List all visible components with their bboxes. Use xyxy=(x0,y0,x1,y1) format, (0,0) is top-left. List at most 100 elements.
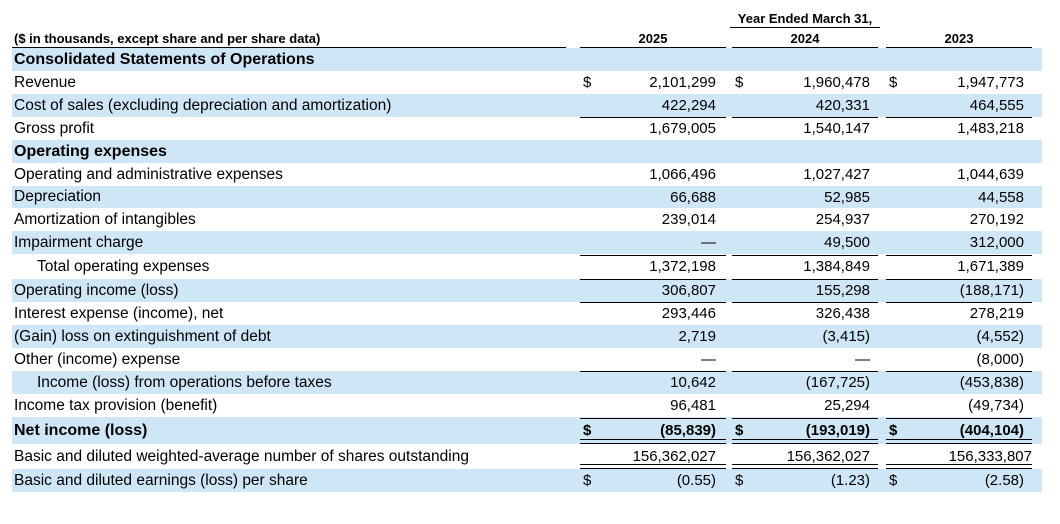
subtotal-rule xyxy=(886,279,1032,280)
currency-symbol: $ xyxy=(583,74,592,91)
total-double-rule xyxy=(886,439,1032,444)
units-caption: ($ in thousands, except share and per sh… xyxy=(14,30,321,46)
total-double-rule xyxy=(732,464,878,469)
table-row: Income (loss) from operations before tax… xyxy=(12,371,1042,394)
row-label: Other (income) expense xyxy=(14,350,181,368)
value-2024: 52,985 xyxy=(824,188,870,206)
value-2024: 420,331 xyxy=(815,97,870,114)
subtotal-rule xyxy=(732,279,878,280)
subtotal-rule xyxy=(580,371,726,372)
currency-symbol: $ xyxy=(889,472,898,489)
table-row: Operating and administrative expenses 1,… xyxy=(12,163,1042,186)
currency-symbol: $ xyxy=(583,472,592,489)
value-2025: (0.55) xyxy=(676,472,716,489)
table-row: Basic and diluted earnings (loss) per sh… xyxy=(12,469,1042,492)
subtotal-rule xyxy=(732,255,878,256)
row-label: Operating income (loss) xyxy=(14,281,179,299)
value-2024: 1,540,147 xyxy=(803,120,870,137)
year-2025-underline xyxy=(580,47,726,48)
value-2024: 1,027,427 xyxy=(803,166,870,183)
value-2025: 1,679,005 xyxy=(649,120,716,137)
row-label: Net income (loss) xyxy=(14,421,148,439)
table-row: Amortization of intangibles 239,014 254,… xyxy=(12,208,1042,231)
row-label: Operating and administrative expenses xyxy=(14,165,283,183)
row-label: Cost of sales (excluding depreciation an… xyxy=(14,96,392,114)
period-underline xyxy=(730,27,880,28)
table-row: Impairment charge — 49,500 312,000 xyxy=(12,231,1042,254)
value-2023: (49,734) xyxy=(968,397,1024,414)
value-2025: 293,446 xyxy=(661,305,716,322)
subtotal-rule xyxy=(886,371,1032,372)
table-row: (Gain) loss on extinguishment of debt 2,… xyxy=(12,325,1042,348)
value-2025: 96,481 xyxy=(670,397,716,414)
row-label: Depreciation xyxy=(14,188,102,205)
total-double-rule xyxy=(886,464,1032,469)
value-2025: 1,372,198 xyxy=(649,258,716,275)
row-label: Revenue xyxy=(14,73,77,91)
value-2023: 1,671,389 xyxy=(957,258,1024,275)
value-2024: 1,960,478 xyxy=(803,74,870,91)
value-2024: (1.23) xyxy=(830,472,870,489)
value-2023: (188,171) xyxy=(959,282,1024,299)
table-row: Gross profit 1,679,005 1,540,147 1,483,2… xyxy=(12,117,1042,140)
value-2024: (3,415) xyxy=(822,328,870,345)
value-2025: (85,839) xyxy=(660,422,716,439)
currency-symbol: $ xyxy=(889,422,898,439)
value-2024: 326,438 xyxy=(815,305,870,322)
value-2024: 155,298 xyxy=(815,282,870,299)
subtotal-rule xyxy=(732,418,878,419)
table-row: Income tax provision (benefit) 96,481 25… xyxy=(12,394,1042,417)
currency-symbol: $ xyxy=(735,74,744,91)
currency-symbol: $ xyxy=(735,472,744,489)
value-2024: 156,362,027 xyxy=(786,448,870,465)
value-2024: 25,294 xyxy=(824,397,870,414)
value-2023: (4,552) xyxy=(976,328,1024,345)
section-title: Consolidated Statements of Operations xyxy=(14,50,315,68)
subtotal-rule xyxy=(580,279,726,280)
value-2023: (453,838) xyxy=(959,374,1024,391)
caption-underline xyxy=(12,47,566,48)
value-2023: 44,558 xyxy=(978,188,1024,206)
value-2025: 239,014 xyxy=(661,211,716,228)
row-label: Basic and diluted weighted-average numbe… xyxy=(14,447,469,465)
subtotal-rule xyxy=(732,302,878,303)
row-label: Gross profit xyxy=(14,119,95,137)
subtotal-rule xyxy=(580,255,726,256)
subtotal-rule xyxy=(886,255,1032,256)
table-row: Interest expense (income), net 293,446 3… xyxy=(12,302,1042,325)
value-2023: 270,192 xyxy=(969,211,1024,228)
subtotal-rule xyxy=(886,117,1032,118)
table-row: Cost of sales (excluding depreciation an… xyxy=(12,94,1042,117)
row-label: Amortization of intangibles xyxy=(14,210,196,228)
value-2024: — xyxy=(855,351,870,368)
value-2023: 1,947,773 xyxy=(957,74,1024,91)
subtotal-rule xyxy=(732,371,878,372)
subtotal-rule xyxy=(732,117,878,118)
year-2023-underline xyxy=(886,47,1032,48)
currency-symbol: $ xyxy=(735,422,744,439)
section-title-row: Consolidated Statements of Operations xyxy=(12,48,1042,71)
value-2025: — xyxy=(701,351,716,368)
value-2023: 1,483,218 xyxy=(957,120,1024,137)
value-2023: 278,219 xyxy=(969,305,1024,322)
value-2025: 10,642 xyxy=(670,374,716,391)
year-2024-underline xyxy=(732,47,878,48)
subtotal-rule xyxy=(580,302,726,303)
table-row: Depreciation 66,688 52,985 44,558 xyxy=(12,186,1042,208)
row-label: Total operating expenses xyxy=(37,257,210,275)
total-double-rule xyxy=(732,439,878,444)
value-2023: (8,000) xyxy=(976,351,1024,368)
row-label: Income (loss) from operations before tax… xyxy=(37,373,332,391)
value-2025: — xyxy=(701,234,716,251)
table-row: Operating income (loss) 306,807 155,298 … xyxy=(12,279,1042,302)
value-2024: (193,019) xyxy=(805,422,870,439)
subtotal-rule xyxy=(580,117,726,118)
total-double-rule xyxy=(580,439,726,444)
row-label: Impairment charge xyxy=(14,233,144,251)
table-row: Revenue $ 2,101,299 $ 1,960,478 $ 1,947,… xyxy=(12,71,1042,94)
value-2025: 1,066,496 xyxy=(649,166,716,183)
value-2023: (2.58) xyxy=(984,472,1024,489)
year-2024-header: 2024 xyxy=(790,30,820,46)
value-2025: 306,807 xyxy=(661,282,716,299)
table-row: Basic and diluted weighted-average numbe… xyxy=(12,444,1042,469)
